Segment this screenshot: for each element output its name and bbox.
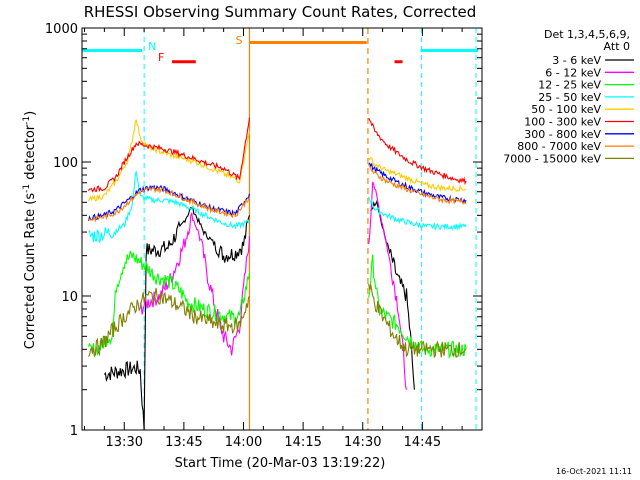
y-axis-label-sup1: -1 [22, 184, 32, 193]
y-axis-label-end: ) [23, 111, 38, 116]
series-line [368, 162, 467, 204]
legend-label: 50 - 100 keV [531, 103, 601, 116]
series-line [88, 119, 251, 202]
footer-timestamp: 16-Oct-2021 11:11 [556, 467, 632, 476]
x-tick-label: 14:45 [404, 435, 441, 450]
series-line [87, 250, 251, 358]
series-line [87, 184, 251, 221]
x-tick-label: 14:15 [284, 435, 321, 450]
y-tick-label: 1000 [45, 22, 78, 37]
y-axis-label: Corrected Count Rate (s-1 detector-1) [22, 111, 38, 349]
series-line [368, 181, 408, 390]
y-tick-label: 1 [70, 424, 78, 439]
series-line [368, 196, 467, 232]
x-tick-label: 14:30 [344, 435, 381, 450]
series-line [368, 254, 467, 359]
legend-header-detectors: Det 1,3,4,5,6,9, [544, 28, 630, 41]
series-line [368, 118, 467, 186]
y-tick-label: 100 [53, 156, 78, 171]
series-line [88, 186, 251, 223]
legend-label: 12 - 25 keV [538, 79, 601, 92]
series-line [139, 211, 251, 356]
flare-label: F [158, 51, 164, 64]
night-label: N [148, 40, 156, 53]
series-line [88, 171, 250, 243]
y-axis-label-mid: detector [23, 124, 38, 184]
legend-label: 25 - 50 keV [538, 91, 601, 104]
x-axis-label: Start Time (20-Mar-03 13:19:22) [175, 456, 386, 471]
legend-label: 800 - 7000 keV [517, 140, 601, 153]
legend-label: 6 - 12 keV [545, 66, 601, 79]
legend-label: 7000 - 15000 keV [503, 152, 601, 165]
x-tick-label: 14:00 [225, 435, 262, 450]
series-line [103, 205, 251, 431]
x-tick-label: 13:45 [165, 435, 202, 450]
saa-label: S [235, 34, 242, 47]
series-line [368, 156, 467, 192]
plot-frame [81, 27, 483, 431]
series-line [88, 287, 250, 357]
y-axis-label-main: Corrected Count Rate (s [23, 193, 38, 350]
legend-label: 300 - 800 keV [524, 128, 601, 141]
series-line [88, 117, 251, 193]
y-tick-label: 10 [61, 290, 78, 305]
series-line [370, 199, 415, 390]
series-line [368, 164, 467, 205]
chart-title: RHESSI Observing Summary Count Rates, Co… [84, 3, 477, 21]
legend-label: 100 - 300 keV [524, 116, 601, 129]
series-line [368, 283, 467, 359]
x-tick-label: 13:30 [106, 435, 143, 450]
y-axis-label-sup2: -1 [22, 116, 32, 125]
legend-header-attenuator: Att 0 [604, 40, 630, 53]
legend-label: 3 - 6 keV [552, 54, 601, 67]
